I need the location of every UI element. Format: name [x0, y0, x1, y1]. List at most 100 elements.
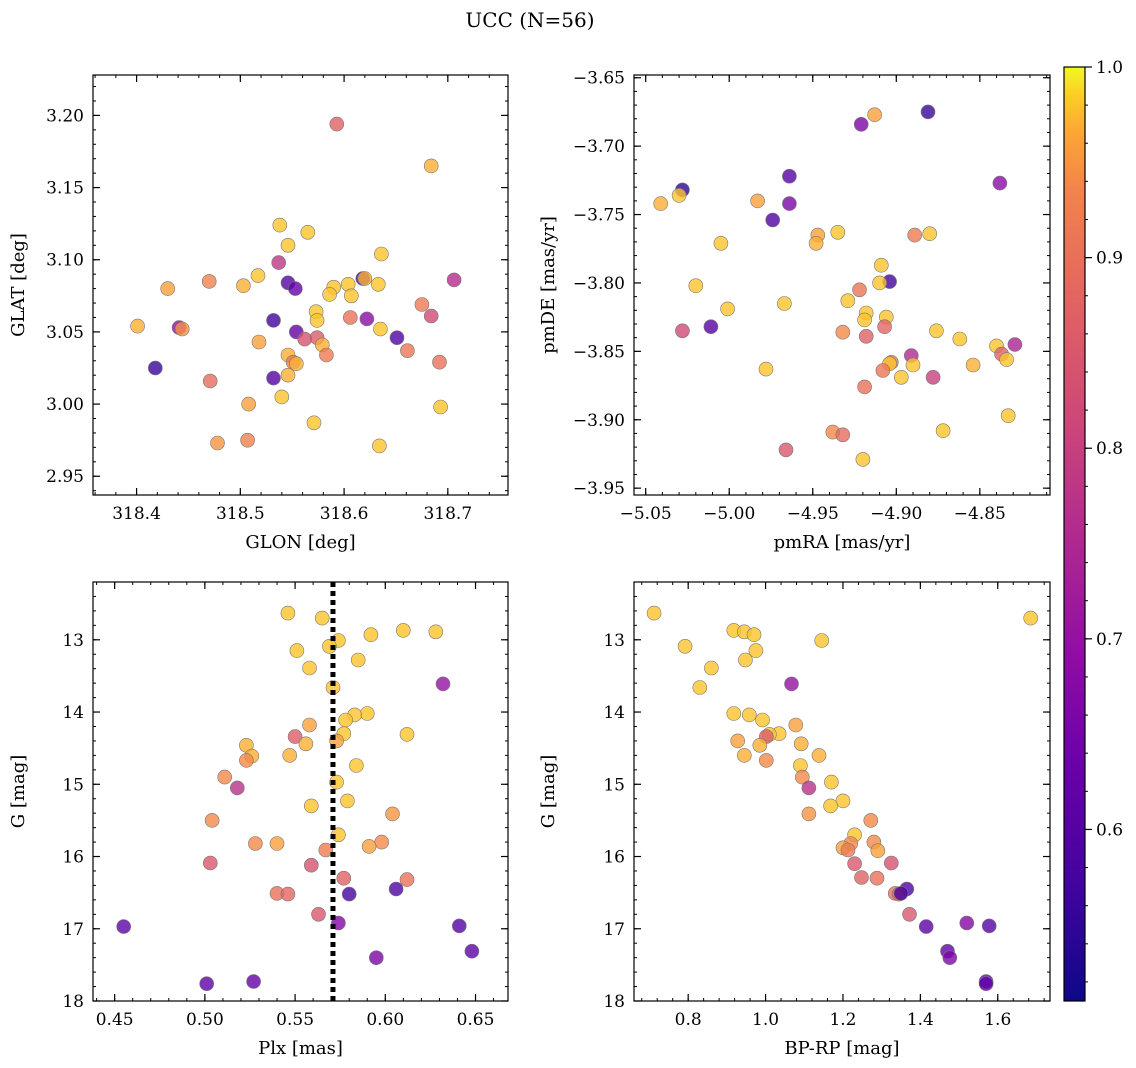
data-point	[287, 729, 303, 744]
y-tick-label: 3.10	[46, 251, 84, 271]
data-point	[303, 857, 319, 873]
data-point	[446, 272, 462, 288]
data-point	[374, 834, 390, 850]
data-point	[373, 321, 388, 337]
data-point	[793, 736, 809, 752]
data-point	[870, 843, 886, 859]
data-point	[847, 856, 862, 872]
panel-plx-g: 0.45 0.50 0.55 0.60 0.65 13 14 15 16 17 18 Plx [mas…	[8, 581, 509, 1059]
x-tick-label: 0.55	[276, 1010, 314, 1030]
data-point	[389, 330, 405, 346]
points-bprp-g	[646, 605, 1038, 992]
data-point	[992, 175, 1008, 191]
axes-frame	[633, 581, 1051, 1002]
figure-title: UCC (N=56)	[465, 8, 594, 32]
data-point	[852, 282, 867, 298]
data-point	[385, 806, 400, 822]
axes-frame	[92, 581, 509, 1002]
y-tick-label: 18	[603, 992, 625, 1012]
y-tick-label: 15	[603, 775, 625, 795]
data-point	[720, 301, 735, 317]
data-point	[671, 188, 687, 203]
data-point	[811, 748, 827, 763]
y-tick-label: 17	[62, 920, 84, 940]
data-point	[363, 627, 379, 643]
y-tick-label: 13	[62, 631, 84, 651]
data-point	[280, 367, 296, 383]
data-point	[303, 798, 319, 814]
y-axis-label: G [mag]	[8, 755, 29, 828]
data-point	[451, 918, 467, 934]
y-tick-label: −3.65	[573, 69, 625, 89]
x-tick-label: 1.6	[984, 1010, 1011, 1030]
data-point	[893, 886, 909, 901]
data-point	[824, 774, 839, 790]
colorbar-tick-label: 0.9	[1096, 249, 1123, 269]
data-point	[858, 328, 874, 344]
data-point	[280, 605, 296, 621]
data-point	[646, 605, 662, 621]
data-point	[336, 870, 352, 886]
data-point	[241, 396, 256, 412]
data-point	[857, 312, 872, 328]
y-tick-label: 14	[603, 703, 625, 723]
data-point	[248, 836, 263, 851]
data-point	[266, 313, 281, 328]
data-point	[399, 727, 415, 742]
data-point	[855, 452, 871, 467]
data-point	[414, 297, 430, 312]
x-tick-label: 0.65	[457, 1010, 495, 1030]
y-tick-label: −3.90	[573, 411, 625, 431]
data-point	[893, 369, 909, 385]
data-point	[464, 943, 480, 959]
data-point	[322, 287, 337, 302]
data-point	[777, 296, 792, 311]
data-point	[282, 748, 298, 763]
panel-pmra-pmde: −5.05 −5.00 −4.95 −4.90 −4.85 −3.95 −3.90 −3.85…	[538, 69, 1051, 553]
data-point	[788, 717, 804, 733]
data-point	[736, 748, 752, 763]
data-point	[435, 676, 451, 692]
x-tick-label: −5.05	[620, 504, 672, 524]
x-tick-label: 0.8	[675, 1010, 702, 1030]
data-point	[902, 906, 917, 922]
data-point	[746, 627, 762, 643]
data-point	[823, 798, 838, 814]
data-point	[302, 717, 317, 733]
points-pmra-pmde	[653, 104, 1023, 467]
data-point	[319, 347, 334, 363]
data-point	[280, 238, 296, 253]
data-point	[929, 323, 944, 339]
data-point	[204, 813, 220, 828]
data-point	[359, 311, 375, 327]
y-tick-label: −3.85	[573, 342, 625, 362]
data-point	[1000, 408, 1016, 424]
data-point	[274, 389, 290, 405]
data-point	[857, 379, 872, 395]
data-point	[765, 212, 781, 228]
ticks-glon-glat	[93, 75, 508, 495]
x-tick-label: 318.5	[216, 504, 265, 524]
x-axis-label: BP-RP [mag]	[784, 1038, 899, 1059]
data-point	[784, 676, 799, 692]
data-point	[236, 278, 251, 294]
x-tick-label: 318.4	[112, 504, 161, 524]
data-point	[794, 769, 810, 785]
data-point	[688, 278, 704, 294]
y-tick-label: 3.00	[46, 395, 84, 415]
data-point	[343, 288, 359, 304]
data-point	[130, 318, 145, 334]
data-point	[741, 707, 757, 723]
data-point	[246, 974, 261, 989]
data-point	[730, 733, 746, 749]
data-point	[920, 104, 936, 120]
data-point	[835, 427, 851, 443]
x-axis-label: GLON [deg]	[245, 532, 355, 553]
colorbar-tick-label: 0.8	[1096, 439, 1123, 459]
data-point	[210, 435, 225, 451]
data-point	[338, 712, 353, 728]
data-point	[368, 950, 384, 966]
axes-frame	[92, 74, 509, 496]
y-axis-label: GLAT [deg]	[8, 233, 29, 337]
x-tick-label: −4.90	[870, 504, 922, 524]
